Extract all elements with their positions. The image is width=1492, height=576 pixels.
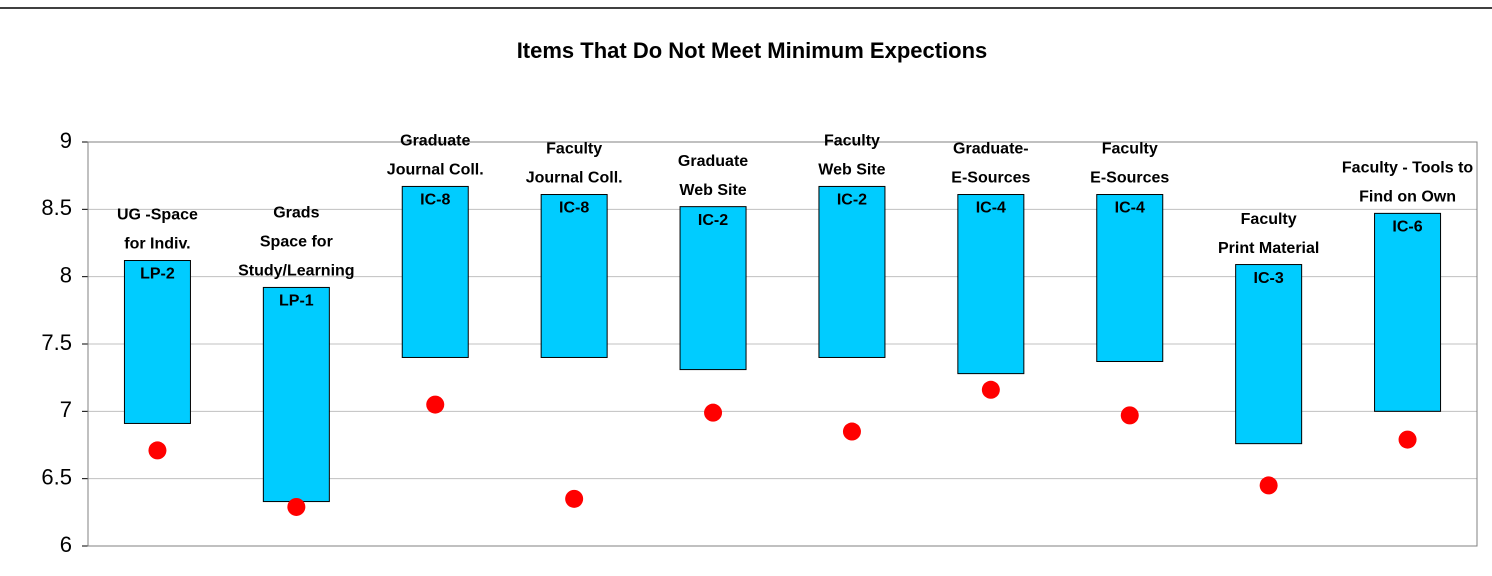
bar <box>679 206 747 371</box>
bar <box>262 286 330 503</box>
y-tick-label: 8.5 <box>41 195 72 220</box>
category-label: Graduate <box>678 153 748 170</box>
y-tick-label: 9 <box>60 128 72 153</box>
category-label: Grads <box>273 205 319 222</box>
category-label: Space for <box>260 234 333 251</box>
y-tick-label: 8 <box>60 262 72 287</box>
category-label: Journal Coll. <box>526 170 623 187</box>
category-label: Faculty <box>546 141 602 158</box>
bar-code: IC-3 <box>1254 270 1284 287</box>
category-label: Find on Own <box>1359 189 1456 206</box>
bar-code: IC-4 <box>976 200 1006 217</box>
category-label: Faculty <box>1102 141 1158 158</box>
category-label: Study/Learning <box>238 263 354 280</box>
category-label: Graduate- <box>953 141 1029 158</box>
bar <box>1374 212 1442 412</box>
bar <box>123 260 191 424</box>
bar <box>1096 194 1164 363</box>
bar <box>818 185 886 358</box>
point <box>1120 406 1139 425</box>
bar-code: IC-2 <box>837 192 867 209</box>
y-tick-label: 6 <box>60 532 72 557</box>
point <box>704 403 723 422</box>
point <box>842 422 861 441</box>
category-label: Faculty - Tools to <box>1342 160 1473 177</box>
point <box>1398 430 1417 449</box>
point <box>426 395 445 414</box>
category-label: for Indiv. <box>124 236 190 253</box>
category-label: Faculty <box>1241 211 1297 228</box>
bar-code: LP-1 <box>279 293 314 310</box>
bar <box>540 194 608 358</box>
chart-title: Items That Do Not Meet Minimum Expection… <box>517 38 988 63</box>
bar-code: IC-6 <box>1392 219 1422 236</box>
plot-frame <box>87 141 1478 547</box>
category-label: E-Sources <box>951 170 1030 187</box>
category-label: Graduate <box>400 133 470 150</box>
y-tick-label: 7 <box>60 397 72 422</box>
category-label: E-Sources <box>1090 170 1169 187</box>
bar-code: IC-4 <box>1115 200 1145 217</box>
category-label: Faculty <box>824 133 880 150</box>
point <box>148 441 167 460</box>
point <box>1259 476 1278 495</box>
category-label: Web Site <box>818 162 885 179</box>
category-label: UG -Space <box>117 207 198 224</box>
category-label: Web Site <box>679 182 746 199</box>
bar <box>1235 264 1303 445</box>
point <box>565 489 584 508</box>
bar-code: IC-8 <box>559 200 589 217</box>
y-tick-label: 6.5 <box>41 464 72 489</box>
category-label: Print Material <box>1218 240 1319 257</box>
bar <box>401 185 469 358</box>
bar <box>957 194 1025 375</box>
point <box>287 497 306 516</box>
category-label: Journal Coll. <box>387 162 484 179</box>
y-tick-label: 7.5 <box>41 330 72 355</box>
bar-code: LP-2 <box>140 266 175 283</box>
bar-code: IC-8 <box>420 192 450 209</box>
bar-code: IC-2 <box>698 212 728 229</box>
point <box>981 380 1000 399</box>
